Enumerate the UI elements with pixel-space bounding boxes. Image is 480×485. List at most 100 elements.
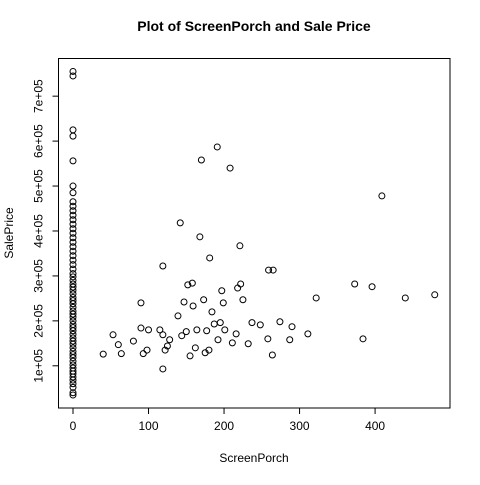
point bbox=[213, 143, 221, 151]
point bbox=[69, 220, 77, 228]
point bbox=[69, 72, 77, 80]
point bbox=[69, 383, 77, 391]
point bbox=[191, 344, 199, 352]
point bbox=[69, 273, 77, 281]
point bbox=[248, 319, 256, 327]
point bbox=[216, 319, 224, 327]
point bbox=[159, 365, 167, 373]
point bbox=[69, 67, 77, 75]
point bbox=[276, 318, 284, 326]
point bbox=[137, 299, 145, 307]
point bbox=[264, 335, 272, 343]
point bbox=[256, 321, 264, 329]
point bbox=[117, 350, 125, 358]
point bbox=[288, 323, 296, 331]
point bbox=[265, 266, 273, 274]
point bbox=[193, 326, 201, 334]
point bbox=[210, 320, 218, 328]
y-tick-label: 2e+05 bbox=[32, 304, 46, 338]
point bbox=[401, 294, 409, 302]
point bbox=[163, 342, 171, 350]
y-tick-label: 7e+05 bbox=[32, 79, 46, 113]
point bbox=[109, 331, 117, 339]
point bbox=[178, 332, 186, 340]
point bbox=[196, 233, 204, 241]
point bbox=[129, 337, 137, 345]
point bbox=[69, 357, 77, 365]
point bbox=[188, 279, 196, 287]
point bbox=[189, 302, 197, 310]
point bbox=[226, 164, 234, 172]
point bbox=[69, 243, 77, 251]
point bbox=[69, 270, 77, 278]
point bbox=[69, 202, 77, 210]
point bbox=[69, 317, 77, 325]
point bbox=[69, 229, 77, 237]
y-axis-label: SalePrice bbox=[2, 207, 16, 259]
point bbox=[69, 310, 77, 318]
point bbox=[431, 291, 439, 299]
point bbox=[351, 280, 359, 288]
chart-title: Plot of ScreenPorch and Sale Price bbox=[137, 18, 371, 34]
point bbox=[143, 346, 151, 354]
point bbox=[69, 337, 77, 345]
x-tick-label: 400 bbox=[365, 419, 385, 433]
point bbox=[174, 312, 182, 320]
point bbox=[69, 303, 77, 311]
point bbox=[69, 261, 77, 269]
x-tick-label: 100 bbox=[139, 419, 159, 433]
y-tick-label: 3e+05 bbox=[32, 259, 46, 293]
point bbox=[159, 262, 167, 270]
point bbox=[69, 364, 77, 372]
point bbox=[161, 346, 169, 354]
point bbox=[219, 299, 227, 307]
point bbox=[239, 296, 247, 304]
point bbox=[69, 330, 77, 338]
point bbox=[69, 225, 77, 233]
point bbox=[69, 334, 77, 342]
point bbox=[208, 308, 216, 316]
point bbox=[69, 380, 77, 388]
point bbox=[156, 326, 164, 334]
point bbox=[234, 284, 242, 292]
point bbox=[69, 351, 77, 359]
point bbox=[203, 327, 211, 335]
point bbox=[69, 324, 77, 332]
point bbox=[69, 247, 77, 255]
point bbox=[221, 326, 229, 334]
point bbox=[69, 157, 77, 165]
x-tick-label: 200 bbox=[214, 419, 234, 433]
point bbox=[359, 335, 367, 343]
point bbox=[228, 339, 236, 347]
point bbox=[197, 156, 205, 164]
point bbox=[69, 347, 77, 355]
point bbox=[69, 189, 77, 197]
point bbox=[69, 307, 77, 315]
point bbox=[69, 256, 77, 264]
point bbox=[184, 281, 192, 289]
point bbox=[69, 297, 77, 305]
point bbox=[166, 336, 174, 344]
point bbox=[69, 207, 77, 215]
point bbox=[69, 265, 77, 273]
point bbox=[304, 330, 312, 338]
x-tick-label: 0 bbox=[70, 419, 77, 433]
point bbox=[180, 298, 188, 306]
point bbox=[69, 391, 77, 399]
point bbox=[312, 294, 320, 302]
point bbox=[269, 266, 277, 274]
y-tick-label: 5e+05 bbox=[32, 169, 46, 203]
point bbox=[69, 216, 77, 224]
point bbox=[69, 252, 77, 260]
point bbox=[218, 287, 226, 295]
point bbox=[69, 361, 77, 369]
x-axis-label: ScreenPorch bbox=[219, 451, 288, 465]
point bbox=[99, 350, 107, 358]
point bbox=[378, 192, 386, 200]
point bbox=[139, 350, 147, 358]
point bbox=[286, 336, 294, 344]
x-tick-label: 300 bbox=[290, 419, 310, 433]
point bbox=[69, 234, 77, 242]
point bbox=[69, 293, 77, 301]
